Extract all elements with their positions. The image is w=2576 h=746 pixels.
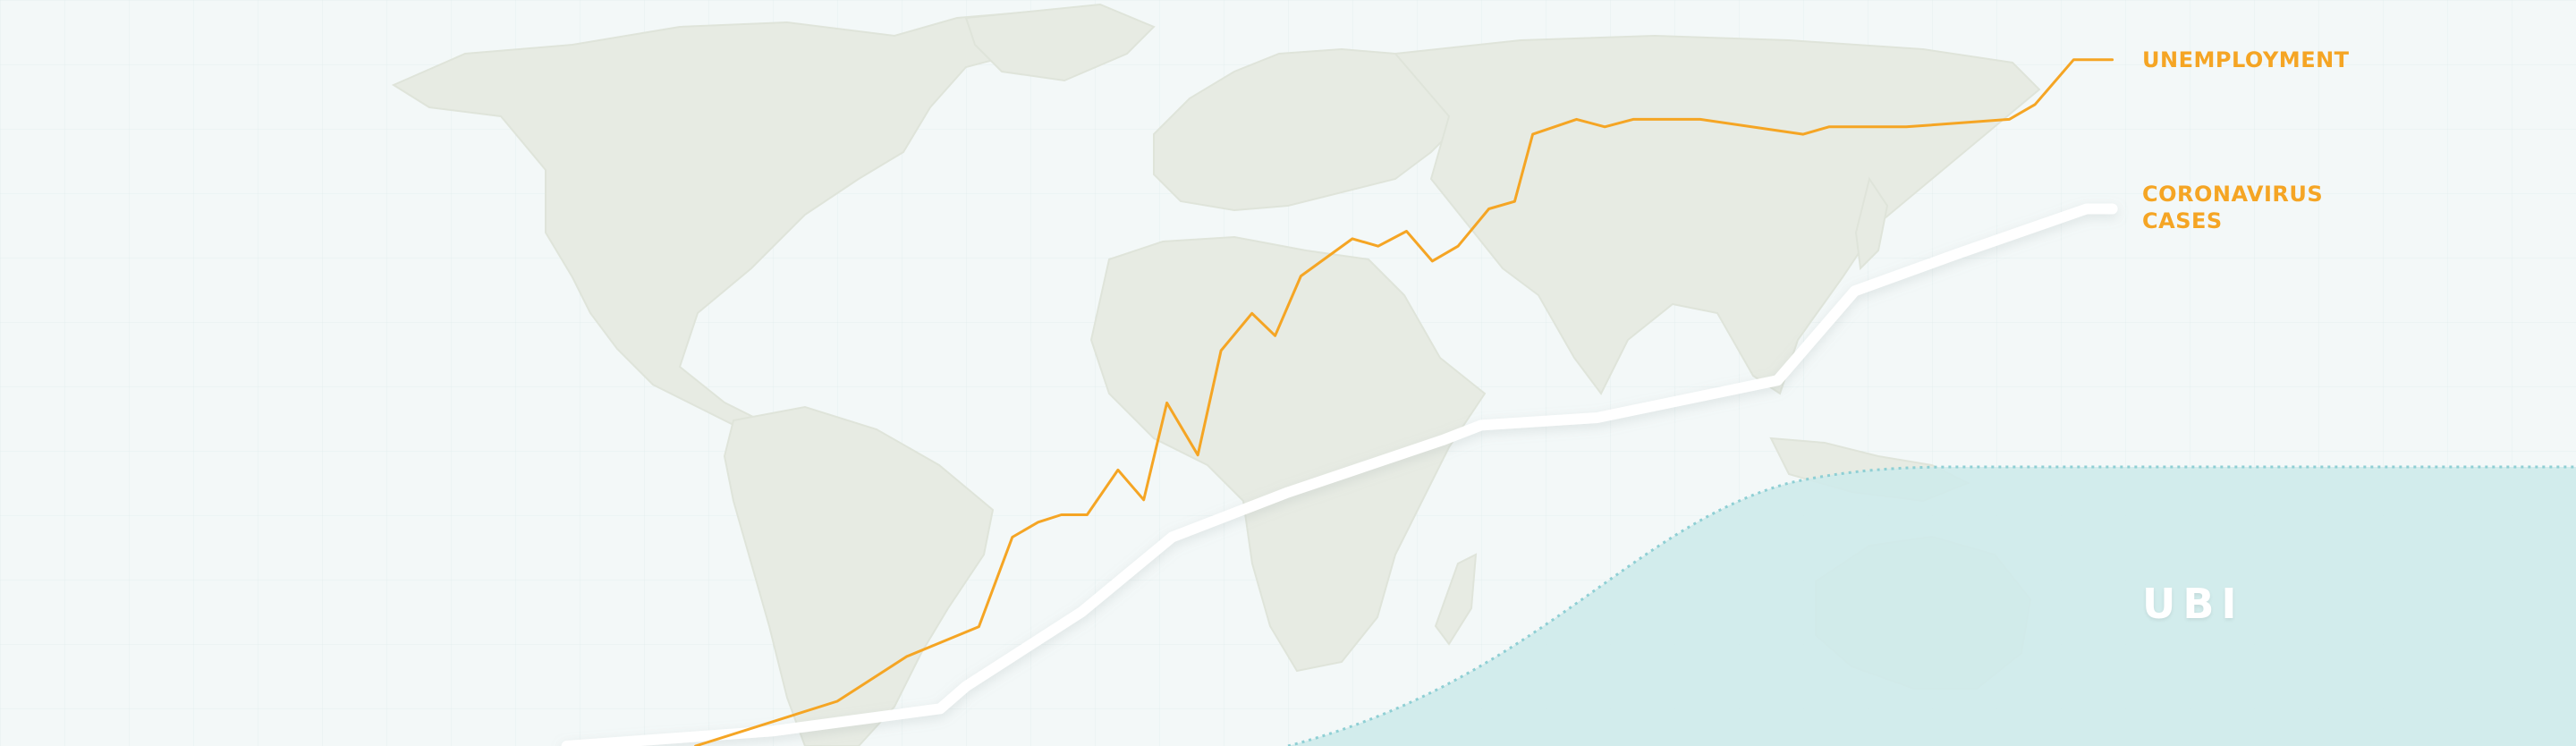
series-line-unemployment (694, 58, 2114, 746)
map-japan (1854, 176, 1889, 271)
label-coronavirus-cases: CORONAVIRUS CASES (2142, 182, 2324, 233)
label-ubi: UBI (2142, 580, 2244, 628)
map-greenland (964, 3, 1156, 82)
map-north-america (391, 7, 1137, 431)
map-africa (1089, 235, 1487, 673)
ubi-region-edge (1287, 465, 2576, 746)
ubi-region (1288, 467, 2576, 746)
map-south-america (723, 405, 995, 746)
map-madagascar (1434, 553, 1478, 646)
series-layer (561, 58, 2118, 746)
label-unemployment: UNEMPLOYMENT (2142, 47, 2350, 72)
series-line-coronavirus-cases (561, 203, 2118, 746)
